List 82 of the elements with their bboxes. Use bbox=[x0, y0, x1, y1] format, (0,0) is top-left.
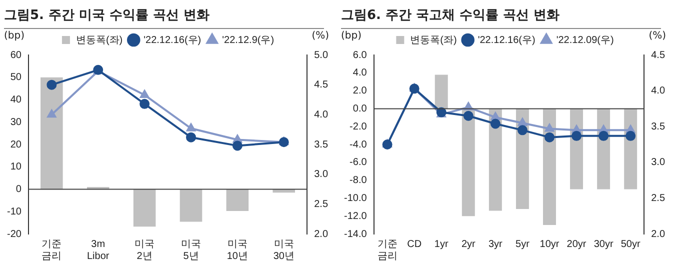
y-tick-label: -12.0 bbox=[344, 210, 368, 222]
y-tick-label: 2.0 bbox=[352, 86, 368, 97]
y-tick-label: -6.0 bbox=[350, 157, 368, 168]
y2-tick-label: 2.5 bbox=[314, 198, 328, 210]
y-tick-label: 50 bbox=[10, 72, 22, 84]
x-tick-label: 1yr bbox=[434, 238, 449, 250]
chart-title: 그림6. 주간 국고채 수익률 곡선 변화 bbox=[341, 6, 661, 29]
y-axis-title: (bp) bbox=[341, 30, 362, 42]
x-tick-label: 기준 금리 bbox=[377, 238, 398, 262]
legend-label: '22.12.9(우) bbox=[222, 34, 274, 46]
y2-tick-label: 3.0 bbox=[314, 169, 328, 180]
point bbox=[232, 140, 242, 151]
y-tick-label: 20 bbox=[10, 139, 22, 150]
point bbox=[186, 123, 196, 132]
y-tick-label: 30 bbox=[10, 116, 22, 128]
y-tick-label: 10 bbox=[10, 162, 22, 173]
point bbox=[518, 118, 527, 126]
point bbox=[598, 130, 609, 141]
y-tick-label: 4.0 bbox=[352, 68, 368, 79]
bar bbox=[40, 77, 63, 190]
x-tick-label: 10yr bbox=[540, 238, 560, 250]
legend-label: '22.12.16(우) bbox=[144, 34, 202, 46]
y-tick-label: -20 bbox=[7, 228, 22, 240]
y-tick-label: -10 bbox=[7, 206, 22, 218]
point bbox=[545, 124, 554, 132]
x-tick-label: CD bbox=[407, 238, 422, 250]
legend-label: 변동폭(좌) bbox=[76, 34, 123, 46]
y-tick-label: 60 bbox=[10, 50, 22, 61]
chart-title: 그림5. 주간 미국 수익률 곡선 변화 bbox=[4, 6, 324, 29]
y-tick-label: 0.0 bbox=[352, 103, 368, 114]
x-tick-label: 미국 30년 bbox=[273, 238, 294, 262]
bar bbox=[180, 189, 202, 222]
x-tick-label: 미국 2년 bbox=[134, 238, 155, 262]
y-tick-label: 40 bbox=[10, 94, 22, 106]
point bbox=[544, 132, 554, 142]
legend-label: '22.12.09(우) bbox=[556, 34, 614, 46]
y2-tick-label: 3.0 bbox=[651, 157, 666, 168]
y2-tick-label: 5.0 bbox=[314, 50, 328, 61]
bar bbox=[226, 189, 249, 211]
y2-tick-label: 2.0 bbox=[651, 228, 666, 240]
y2-axis-title: (%) bbox=[648, 30, 666, 42]
y2-tick-label: 4.5 bbox=[651, 50, 666, 61]
y2-tick-label: 4.0 bbox=[651, 86, 666, 97]
point bbox=[490, 112, 500, 120]
y-tick-label: 6.0 bbox=[352, 50, 368, 61]
x-tick-label: 3m Libor bbox=[86, 238, 110, 262]
y-tick-label: 0 bbox=[16, 184, 22, 195]
point bbox=[463, 110, 474, 121]
x-tick-label: 50yr bbox=[620, 238, 641, 250]
x-tick-label: 2yr bbox=[461, 238, 476, 250]
y2-tick-label: 3.5 bbox=[314, 139, 328, 150]
x-tick-label: 5yr bbox=[516, 238, 530, 250]
point bbox=[47, 110, 56, 118]
y2-tick-label: 2.0 bbox=[314, 228, 328, 240]
legend-label: '22.12.16(우) bbox=[478, 34, 536, 46]
y2-tick-label: 4.5 bbox=[314, 80, 328, 91]
x-tick-label: 30yr bbox=[594, 238, 614, 250]
point bbox=[140, 98, 150, 109]
point bbox=[517, 125, 528, 136]
y-axis-title: (bp) bbox=[4, 30, 25, 42]
y-tick-label: -14.0 bbox=[344, 228, 368, 240]
x-tick-label: 기준 금리 bbox=[42, 238, 62, 262]
point bbox=[140, 90, 150, 98]
x-tick-label: 3yr bbox=[488, 238, 504, 250]
y-tick-label: -10.0 bbox=[344, 192, 368, 204]
y2-tick-label: 2.5 bbox=[651, 192, 666, 204]
bar bbox=[133, 189, 156, 227]
point bbox=[46, 80, 57, 90]
legend-label: 변동폭(좌) bbox=[410, 34, 457, 46]
x-tick-label: 미국 5년 bbox=[180, 238, 201, 262]
y2-tick-label: 3.5 bbox=[651, 121, 666, 132]
y-tick-label: -8.0 bbox=[350, 175, 368, 186]
y-tick-label: -2.0 bbox=[350, 121, 368, 132]
x-tick-label: 미국 10년 bbox=[226, 238, 248, 262]
point bbox=[626, 130, 636, 141]
y-tick-label: -4.0 bbox=[350, 139, 368, 150]
x-tick-label: 20yr bbox=[566, 238, 587, 250]
point bbox=[490, 118, 500, 129]
y2-tick-label: 4.0 bbox=[314, 109, 328, 120]
y2-axis-title: (%) bbox=[312, 30, 330, 42]
point bbox=[186, 132, 196, 142]
point bbox=[572, 130, 582, 141]
